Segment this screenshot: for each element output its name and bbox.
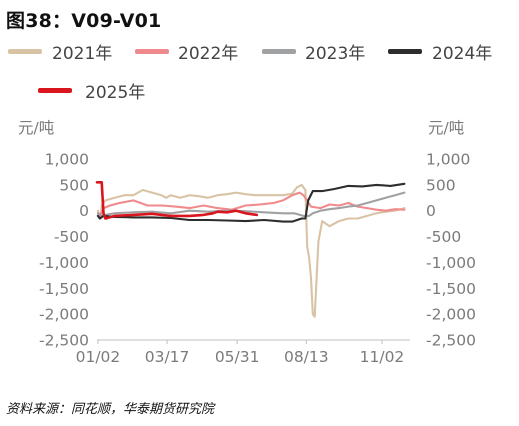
- y-tick-right: 500: [426, 176, 456, 194]
- series-line-2022: [96, 191, 406, 217]
- x-tick-label: 11/02: [360, 348, 405, 366]
- y-unit-left: 元/吨: [18, 119, 54, 137]
- legend-item-2023: 2023年: [262, 44, 365, 64]
- legend-label-2024: 2024年: [432, 44, 492, 64]
- x-axis: 01/02 03/17 05/31 08/13 11/02: [76, 339, 410, 366]
- y-tick-right: 0: [426, 202, 436, 220]
- y-tick-right: -1,000: [426, 254, 476, 272]
- y-tick-right: -1,500: [426, 280, 476, 298]
- legend: 2021年 2022年 2023年 2024年 2025年: [8, 44, 492, 103]
- legend-swatch-2024: [388, 49, 422, 54]
- legend-item-2021: 2021年: [8, 44, 112, 64]
- y-tick-left: -500: [54, 228, 89, 246]
- legend-label-2025: 2025年: [85, 83, 145, 103]
- legend-item-2022: 2022年: [135, 44, 238, 64]
- y-tick-left: 1,000: [45, 151, 89, 169]
- y-unit-right: 元/吨: [428, 119, 464, 137]
- y-axis-right: 1,000 500 0 -500 -1,000 -1,500 -2,000 -2,500: [426, 151, 476, 350]
- legend-item-2025: 2025年: [38, 83, 145, 103]
- x-tick-label: 03/17: [145, 348, 190, 366]
- legend-label-2021: 2021年: [52, 44, 112, 64]
- legend-label-2023: 2023年: [305, 44, 365, 64]
- y-tick-left: 0: [79, 202, 89, 220]
- plot-area: [95, 181, 406, 318]
- y-tick-left: -2,000: [39, 306, 89, 324]
- y-tick-left: 500: [59, 176, 89, 194]
- y-tick-right: -2,000: [426, 306, 476, 324]
- legend-swatch-2023: [262, 49, 296, 54]
- series-line-2023: [96, 191, 406, 217]
- legend-item-2024: 2024年: [388, 44, 492, 64]
- series-line-2025: [95, 181, 259, 220]
- legend-swatch-2021: [8, 49, 42, 54]
- y-tick-right: -2,500: [426, 332, 476, 350]
- y-tick-right: 1,000: [426, 151, 470, 169]
- x-tick-label: 08/13: [284, 348, 329, 366]
- y-tick-left: -1,000: [39, 254, 89, 272]
- x-tick-label: 05/31: [215, 348, 260, 366]
- series-line-2021: [96, 183, 406, 318]
- legend-swatch-2025: [38, 88, 72, 93]
- chart-title: 图38：V09-V01: [6, 10, 162, 32]
- series-line-2024: [96, 182, 406, 223]
- legend-swatch-2022: [135, 49, 169, 54]
- y-axis-left: 1,000 500 0 -500 -1,000 -1,500 -2,000 -2,500: [39, 151, 89, 350]
- y-tick-right: -500: [426, 228, 461, 246]
- y-tick-left: -2,500: [39, 332, 89, 350]
- x-tick-label: 01/02: [76, 348, 121, 366]
- y-tick-left: -1,500: [39, 280, 89, 298]
- source-note: 资料来源：同花顺，华泰期货研究院: [6, 402, 215, 417]
- legend-label-2022: 2022年: [178, 44, 238, 64]
